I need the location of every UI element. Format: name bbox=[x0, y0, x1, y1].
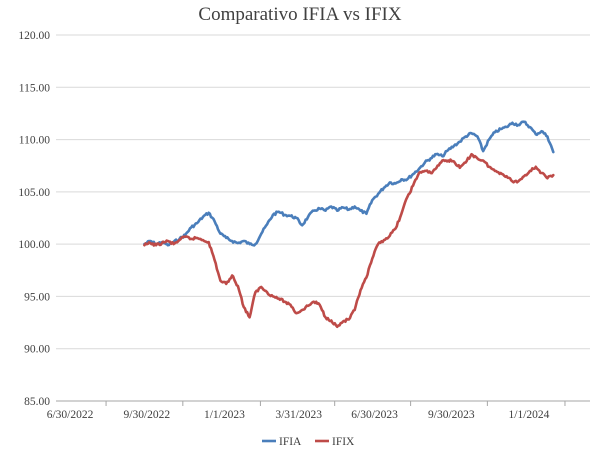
x-tick-label: 1/1/2024 bbox=[509, 409, 550, 421]
series-line-ifix bbox=[143, 152, 555, 329]
x-tick-label: 3/31/2023 bbox=[275, 409, 322, 421]
x-tick-label: 9/30/2023 bbox=[428, 409, 475, 421]
legend-label: IFIX bbox=[332, 436, 355, 448]
legend-label: IFIA bbox=[279, 436, 302, 448]
y-tick-label: 85.00 bbox=[24, 396, 50, 408]
x-tick-label: 9/30/2022 bbox=[124, 409, 171, 421]
x-axis-ticks: 6/30/2022 9/30/2022 1/1/2023 3/31/2023 6/30/… bbox=[47, 401, 566, 421]
legend: IFIA IFIX bbox=[262, 436, 355, 448]
y-tick-label: 115.00 bbox=[19, 82, 50, 94]
x-tick-label: 6/30/2023 bbox=[351, 409, 398, 421]
y-tick-label: 90.00 bbox=[24, 344, 50, 356]
series-lines bbox=[143, 120, 555, 329]
series-line-ifia bbox=[143, 120, 555, 247]
y-axis-ticks: 85.00 90.00 95.00 100.00 105.00 110.00 115.00 1… bbox=[18, 30, 50, 408]
y-tick-label: 105.00 bbox=[18, 187, 50, 199]
y-tick-label: 100.00 bbox=[18, 239, 50, 251]
y-tick-label: 95.00 bbox=[24, 291, 50, 303]
chart-title: Comparativo IFIA vs IFIX bbox=[198, 4, 401, 25]
x-tick-label: 1/1/2023 bbox=[204, 409, 245, 421]
gridlines bbox=[56, 34, 590, 402]
y-tick-label: 110.00 bbox=[19, 135, 50, 147]
y-tick-label: 120.00 bbox=[18, 30, 50, 42]
x-tick-label: 6/30/2022 bbox=[47, 409, 94, 421]
